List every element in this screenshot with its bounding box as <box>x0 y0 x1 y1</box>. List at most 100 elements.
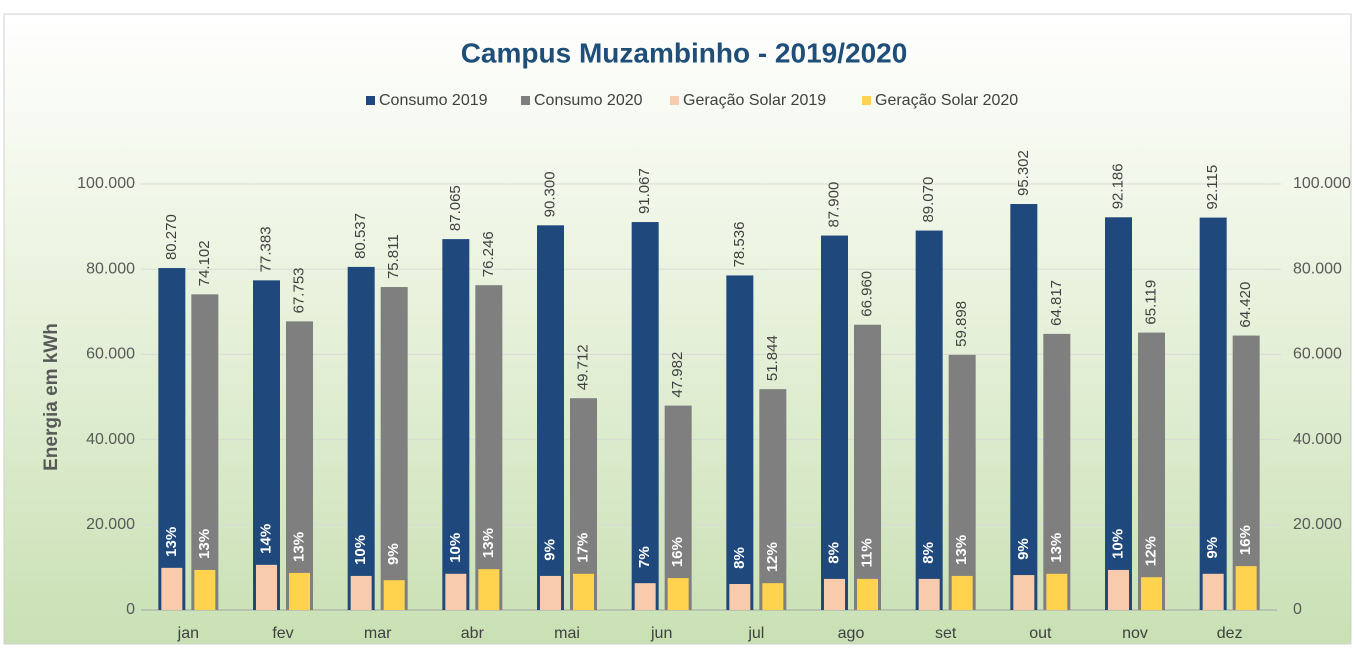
share-label: 10% <box>352 535 369 565</box>
x-tick-label: abr <box>461 625 485 642</box>
x-tick-label: ago <box>838 625 865 642</box>
x-tick-label: jun <box>650 625 672 642</box>
legend-label: Consumo 2020 <box>534 92 643 109</box>
bar <box>286 321 313 610</box>
legend-label: Consumo 2019 <box>379 92 488 109</box>
share-label: 16% <box>669 537 686 567</box>
y-tick-label: 0 <box>126 601 135 618</box>
x-tick-label: mar <box>364 625 392 642</box>
bar <box>158 268 186 610</box>
legend-swatch <box>521 96 530 105</box>
share-label: 8% <box>920 542 937 564</box>
value-label: 77.383 <box>257 226 274 272</box>
value-label: 51.844 <box>764 335 781 381</box>
share-label: 10% <box>447 533 464 563</box>
bar <box>664 405 692 610</box>
y-tick-label: 40.000 <box>86 431 135 448</box>
bar <box>1043 333 1071 610</box>
solar-bar <box>762 583 784 610</box>
y2-tick-label: 20.000 <box>1293 516 1342 533</box>
value-label: 95.302 <box>1015 150 1032 196</box>
solar-bar <box>478 569 500 610</box>
share-label: 13% <box>1048 533 1065 563</box>
share-label: 13% <box>290 532 307 562</box>
value-label: 64.420 <box>1237 282 1254 328</box>
value-label: 87.900 <box>825 182 842 228</box>
solar-bar <box>256 564 277 610</box>
y2-tick-label: 60.000 <box>1293 346 1342 363</box>
share-label: 13% <box>196 529 213 559</box>
value-label: 67.753 <box>290 267 307 313</box>
solar-bar <box>445 573 467 610</box>
solar-bar <box>1141 577 1162 610</box>
y-tick-label: 80.000 <box>86 260 135 277</box>
solar-bar <box>729 584 751 610</box>
bar <box>1232 335 1260 610</box>
value-label: 76.246 <box>480 231 497 277</box>
bar <box>1010 204 1038 610</box>
legend-swatch <box>862 96 871 105</box>
x-tick-label: fev <box>272 625 293 642</box>
share-label: 9% <box>385 543 402 565</box>
bar <box>191 294 219 610</box>
bar <box>915 230 943 610</box>
bar <box>475 285 503 610</box>
bar <box>759 389 787 610</box>
x-tick-label: out <box>1029 625 1052 642</box>
share-label: 12% <box>1142 536 1159 566</box>
legend-swatch <box>366 96 375 105</box>
solar-bar <box>383 580 405 610</box>
solar-bar <box>350 575 372 610</box>
share-label: 17% <box>574 533 591 563</box>
share-label: 8% <box>731 547 748 569</box>
solar-bar <box>951 575 973 610</box>
bar <box>442 239 470 611</box>
share-label: 13% <box>953 535 970 565</box>
value-label: 78.536 <box>731 222 748 268</box>
bar <box>1105 217 1132 610</box>
y2-tick-label: 40.000 <box>1293 431 1342 448</box>
solar-bar <box>634 583 656 610</box>
solar-bar <box>1108 569 1129 610</box>
y2-tick-label: 80.000 <box>1293 260 1342 277</box>
share-label: 16% <box>1237 525 1254 555</box>
bar <box>1199 217 1227 611</box>
solar-bar <box>918 578 940 610</box>
share-label: 13% <box>163 527 180 557</box>
share-label: 9% <box>541 539 558 561</box>
value-label: 80.270 <box>163 214 180 260</box>
solar-bar <box>194 569 216 610</box>
value-label: 80.537 <box>352 213 369 259</box>
solar-bar <box>857 578 878 610</box>
value-label: 92.186 <box>1109 163 1126 209</box>
value-label: 87.065 <box>447 185 464 231</box>
legend-label: Geração Solar 2020 <box>875 92 1018 109</box>
bar <box>253 280 280 610</box>
legend-swatch <box>670 96 679 105</box>
x-tick-label: set <box>935 625 957 642</box>
bar <box>726 275 754 610</box>
y2-tick-label: 100.000 <box>1293 175 1351 192</box>
bar <box>1138 332 1165 610</box>
y2-tick-label: 0 <box>1293 601 1302 618</box>
y-tick-label: 100.000 <box>77 175 135 192</box>
legend-label: Geração Solar 2019 <box>683 92 826 109</box>
y-tick-label: 20.000 <box>86 516 135 533</box>
value-label: 66.960 <box>858 271 875 317</box>
bar <box>631 222 659 611</box>
bar <box>347 266 375 610</box>
share-label: 10% <box>1109 529 1126 559</box>
chart-title: Campus Muzambinho - 2019/2020 <box>461 37 908 68</box>
value-label: 89.070 <box>920 177 937 223</box>
bar <box>821 235 848 610</box>
x-tick-label: nov <box>1122 625 1148 642</box>
y-tick-label: 60.000 <box>86 346 135 363</box>
y-axis-label: Energia em kWh <box>41 323 62 471</box>
value-label: 74.102 <box>196 240 213 286</box>
solar-bar <box>161 567 183 610</box>
share-label: 9% <box>1204 537 1221 559</box>
value-label: 75.811 <box>385 234 402 279</box>
value-label: 90.300 <box>541 171 558 217</box>
x-tick-label: dez <box>1217 625 1243 642</box>
value-label: 49.712 <box>574 344 591 390</box>
